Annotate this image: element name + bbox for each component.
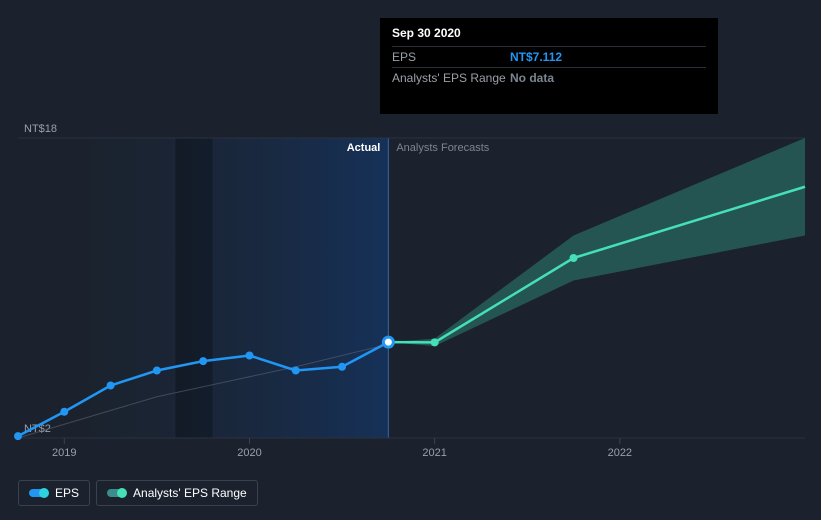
actual-dark-band: [175, 138, 212, 438]
tooltip-key: EPS: [392, 50, 510, 64]
forecast-marker: [570, 254, 578, 262]
eps-marker: [153, 367, 161, 375]
x-tick-label: 2022: [608, 447, 632, 459]
eps-marker: [199, 357, 207, 365]
y-tick-label: NT$18: [24, 123, 57, 135]
eps-marker: [107, 382, 115, 390]
forecast-region-label: Analysts Forecasts: [396, 142, 489, 154]
x-tick-label: 2020: [237, 447, 261, 459]
forecast-marker: [431, 338, 439, 346]
eps-marker: [14, 432, 22, 440]
legend-label: EPS: [55, 486, 79, 500]
tooltip-value: No data: [510, 71, 554, 85]
legend-label: Analysts' EPS Range: [133, 486, 247, 500]
forecast-band-inner: [388, 138, 805, 346]
eps-forecast-chart: { "chart": { "width": 821, "height": 520…: [0, 0, 821, 520]
legend-dot-icon: [117, 488, 127, 498]
legend-item[interactable]: EPS: [18, 480, 90, 506]
chart-tooltip: Sep 30 2020 EPSNT$7.112Analysts' EPS Ran…: [380, 18, 718, 114]
tooltip-row: EPSNT$7.112: [392, 46, 706, 67]
tooltip-date: Sep 30 2020: [392, 26, 706, 46]
legend-swatch-icon: [29, 489, 47, 497]
eps-marker: [60, 408, 68, 416]
legend-item[interactable]: Analysts' EPS Range: [96, 480, 258, 506]
x-tick-label: 2019: [52, 447, 76, 459]
chart-legend: EPS Analysts' EPS Range: [18, 480, 258, 506]
tooltip-value: NT$7.112: [510, 50, 562, 64]
actual-region-label: Actual: [347, 142, 381, 154]
eps-highlight-marker: [383, 337, 393, 347]
tooltip-row: Analysts' EPS RangeNo data: [392, 67, 706, 88]
x-tick-label: 2021: [422, 447, 446, 459]
eps-marker: [292, 367, 300, 375]
legend-dot-icon: [39, 488, 49, 498]
legend-swatch-icon: [107, 489, 125, 497]
eps-marker: [338, 363, 346, 371]
tooltip-key: Analysts' EPS Range: [392, 71, 510, 85]
eps-marker: [245, 352, 253, 360]
